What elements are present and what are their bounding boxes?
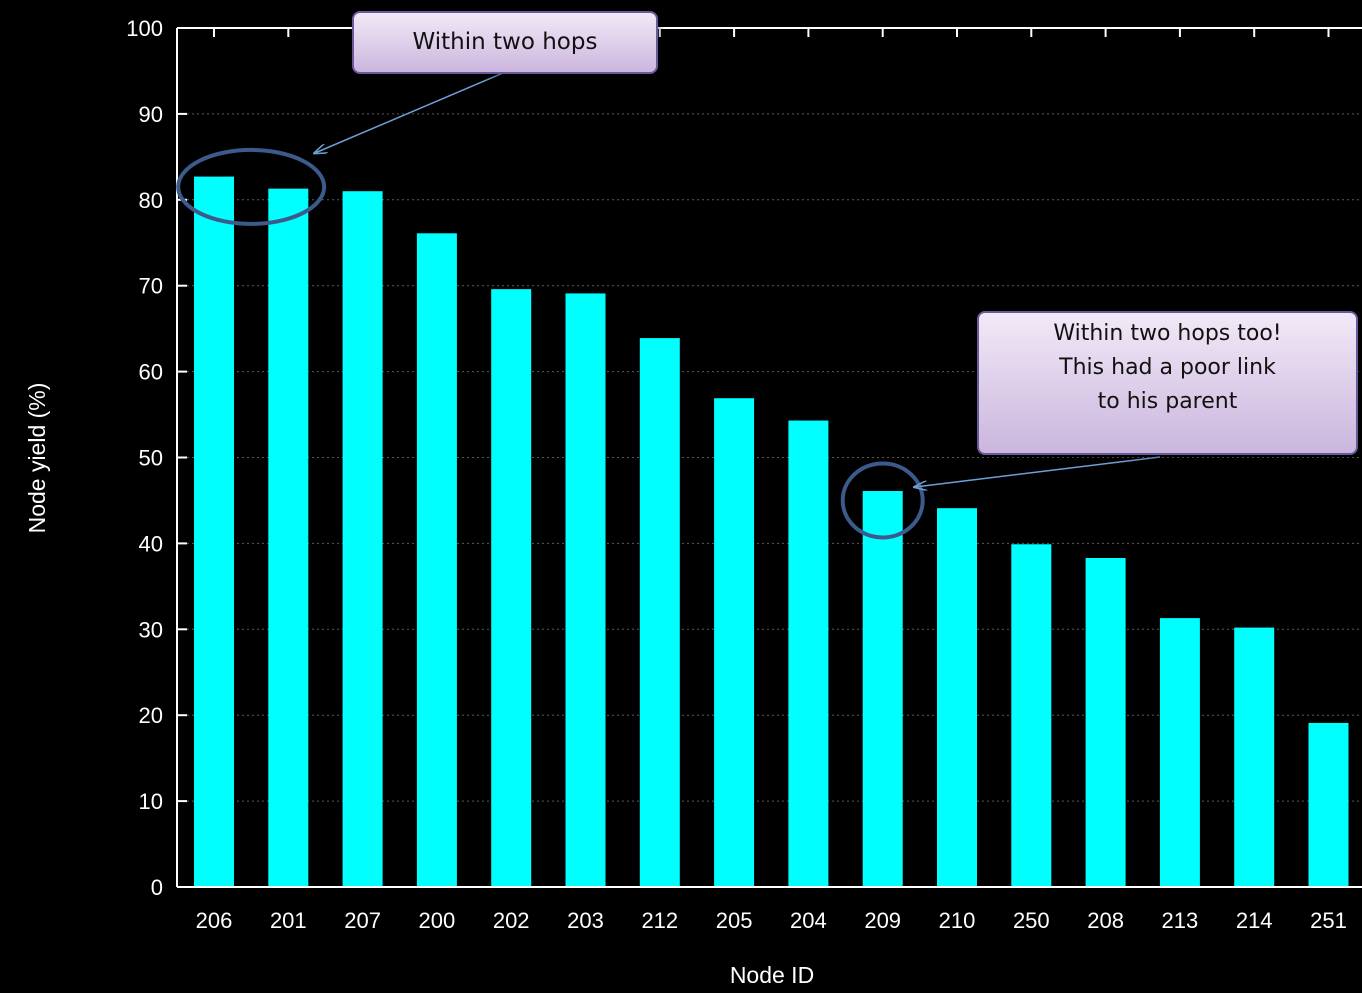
x-tick-label-213: 213: [1162, 908, 1199, 933]
y-tick-label-90: 90: [139, 102, 163, 127]
x-tick-label-201: 201: [270, 908, 307, 933]
x-tick-label-202: 202: [493, 908, 530, 933]
y-tick-label-40: 40: [139, 531, 163, 556]
bar-213: [1159, 618, 1200, 887]
bar-201: [268, 188, 309, 887]
x-tick-label-250: 250: [1013, 908, 1050, 933]
bar-206: [194, 176, 234, 887]
x-axis-label: Node ID: [730, 962, 814, 988]
x-tick-label-204: 204: [790, 908, 827, 933]
x-tick-label-207: 207: [344, 908, 381, 933]
y-tick-label-60: 60: [139, 360, 163, 385]
y-axis-label: Node yield (%): [24, 383, 50, 534]
bar-207: [342, 191, 383, 887]
bar-204: [788, 420, 829, 887]
x-tick-label-210: 210: [939, 908, 976, 933]
bar-200: [416, 233, 457, 887]
y-tick-label-30: 30: [139, 617, 163, 642]
bar-212: [639, 338, 680, 887]
bar-251: [1308, 722, 1349, 887]
y-tick-label-100: 100: [126, 16, 163, 41]
bar-202: [491, 289, 532, 887]
x-tick-label-203: 203: [567, 908, 604, 933]
arrow-two-hops: [315, 69, 511, 153]
x-tick-label-214: 214: [1236, 908, 1273, 933]
bar-205: [714, 398, 755, 887]
y-tick-label-10: 10: [139, 789, 163, 814]
y-tick-label-70: 70: [139, 274, 163, 299]
bar-250: [1011, 544, 1052, 887]
callout-poor-link: Within two hops too! This had a poor lin…: [977, 311, 1358, 455]
x-tick-label-208: 208: [1087, 908, 1124, 933]
annotation-marks: [176, 69, 1161, 540]
callout-line-2: This had a poor link: [1059, 355, 1276, 380]
y-tick-labels: 0 10 20 30 40 50 60 70 80 90 100: [126, 16, 163, 900]
bars: [194, 176, 1349, 887]
bar-209: [862, 491, 903, 887]
bar-208: [1085, 558, 1126, 887]
bar-214: [1234, 627, 1275, 887]
bar-210: [937, 508, 977, 887]
callout-line-3: to his parent: [1097, 389, 1238, 414]
callout-within-two-hops: Within two hops: [352, 11, 658, 74]
callout-line-1: Within two hops too!: [1053, 321, 1282, 346]
x-tick-label-205: 205: [716, 908, 753, 933]
arrow-poor-link: [915, 456, 1161, 487]
x-tick-label-212: 212: [641, 908, 678, 933]
y-tick-label-80: 80: [139, 188, 163, 213]
y-tick-label-50: 50: [139, 446, 163, 471]
y-tick-label-0: 0: [151, 875, 163, 900]
y-tick-label-20: 20: [139, 703, 163, 728]
x-tick-label-251: 251: [1310, 908, 1347, 933]
ellipse-two-hops: [176, 147, 327, 226]
x-tick-label-200: 200: [419, 908, 456, 933]
x-tick-label-209: 209: [864, 908, 901, 933]
ellipse-poor-link: [840, 461, 925, 540]
x-tick-label-206: 206: [196, 908, 233, 933]
bar-203: [565, 293, 606, 887]
x-tick-labels: 206 201 207 200 202 203 212 205 204 209 210 250 208 2…: [196, 908, 1347, 933]
